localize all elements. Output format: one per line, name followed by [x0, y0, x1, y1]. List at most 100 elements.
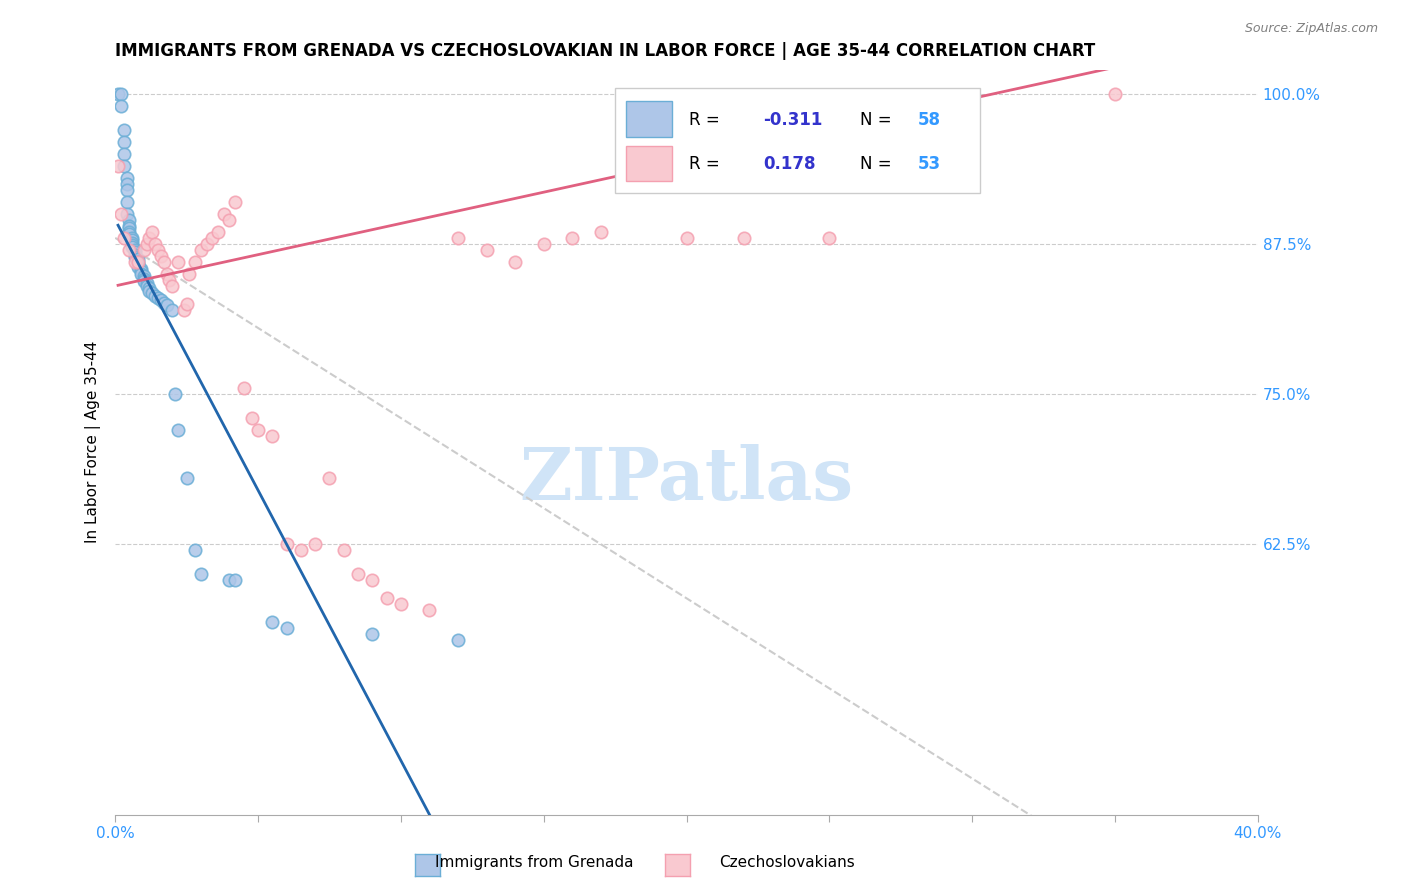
- Point: [207, 225, 229, 239]
- Point: [276, 537, 298, 551]
- Text: R =: R =: [689, 155, 725, 173]
- Point: [115, 207, 138, 221]
- Point: [127, 257, 149, 271]
- Point: [589, 225, 612, 239]
- Text: ZIPatlas: ZIPatlas: [519, 444, 853, 515]
- Point: [135, 236, 157, 251]
- Text: Source: ZipAtlas.com: Source: ZipAtlas.com: [1244, 22, 1378, 36]
- Point: [138, 284, 160, 298]
- Point: [304, 537, 326, 551]
- Point: [165, 387, 187, 401]
- Point: [132, 269, 155, 284]
- Point: [162, 279, 184, 293]
- Point: [190, 243, 212, 257]
- Point: [361, 573, 384, 587]
- Point: [179, 267, 201, 281]
- Point: [318, 471, 340, 485]
- Point: [152, 255, 174, 269]
- Point: [240, 411, 263, 425]
- Point: [132, 243, 155, 257]
- Text: 58: 58: [917, 111, 941, 128]
- Point: [127, 252, 149, 267]
- Point: [141, 286, 163, 301]
- Point: [276, 621, 298, 635]
- Point: [1104, 87, 1126, 101]
- Point: [107, 159, 129, 173]
- Point: [138, 281, 160, 295]
- Text: 53: 53: [917, 155, 941, 173]
- Point: [124, 245, 146, 260]
- Point: [115, 170, 138, 185]
- Text: N =: N =: [860, 111, 897, 128]
- Point: [118, 221, 141, 235]
- Point: [818, 231, 841, 245]
- Text: IMMIGRANTS FROM GRENADA VS CZECHOSLOVAKIAN IN LABOR FORCE | AGE 35-44 CORRELATIO: IMMIGRANTS FROM GRENADA VS CZECHOSLOVAKI…: [115, 42, 1095, 60]
- Point: [121, 238, 143, 252]
- Text: 0.178: 0.178: [763, 155, 815, 173]
- Point: [132, 271, 155, 285]
- Point: [561, 231, 583, 245]
- Point: [149, 293, 172, 308]
- Point: [167, 255, 190, 269]
- Point: [124, 250, 146, 264]
- Point: [124, 243, 146, 257]
- FancyBboxPatch shape: [614, 88, 980, 193]
- Point: [447, 633, 470, 648]
- Point: [533, 236, 555, 251]
- Point: [375, 591, 398, 606]
- Point: [143, 236, 166, 251]
- Point: [733, 231, 755, 245]
- Point: [159, 273, 181, 287]
- Point: [127, 260, 149, 274]
- Point: [176, 297, 198, 311]
- Point: [332, 543, 354, 558]
- Point: [224, 194, 246, 209]
- Point: [129, 262, 152, 277]
- Point: [118, 219, 141, 233]
- Point: [127, 255, 149, 269]
- Text: Czechoslovakians: Czechoslovakians: [720, 855, 855, 870]
- Point: [224, 573, 246, 587]
- Point: [121, 233, 143, 247]
- Point: [201, 231, 224, 245]
- Point: [115, 177, 138, 191]
- Point: [176, 471, 198, 485]
- Point: [110, 87, 132, 101]
- Point: [152, 295, 174, 310]
- Text: R =: R =: [689, 111, 725, 128]
- Point: [115, 194, 138, 209]
- Point: [475, 243, 498, 257]
- Point: [155, 267, 177, 281]
- Text: -0.311: -0.311: [763, 111, 823, 128]
- Point: [146, 243, 169, 257]
- Point: [503, 255, 526, 269]
- Point: [195, 236, 218, 251]
- Point: [118, 225, 141, 239]
- Point: [118, 227, 141, 242]
- Point: [347, 567, 370, 582]
- Point: [124, 247, 146, 261]
- Point: [127, 255, 149, 269]
- Point: [218, 573, 240, 587]
- Point: [107, 87, 129, 101]
- Point: [118, 212, 141, 227]
- Point: [389, 597, 412, 611]
- Point: [184, 543, 207, 558]
- Point: [135, 279, 157, 293]
- Point: [110, 98, 132, 112]
- Point: [418, 603, 440, 617]
- Point: [232, 381, 254, 395]
- Point: [262, 615, 284, 630]
- Point: [112, 159, 135, 173]
- Point: [167, 423, 190, 437]
- Point: [124, 255, 146, 269]
- FancyBboxPatch shape: [626, 101, 672, 136]
- Point: [184, 255, 207, 269]
- Point: [121, 240, 143, 254]
- Point: [112, 231, 135, 245]
- Point: [143, 288, 166, 302]
- Point: [118, 243, 141, 257]
- Point: [290, 543, 312, 558]
- Point: [129, 267, 152, 281]
- Point: [110, 207, 132, 221]
